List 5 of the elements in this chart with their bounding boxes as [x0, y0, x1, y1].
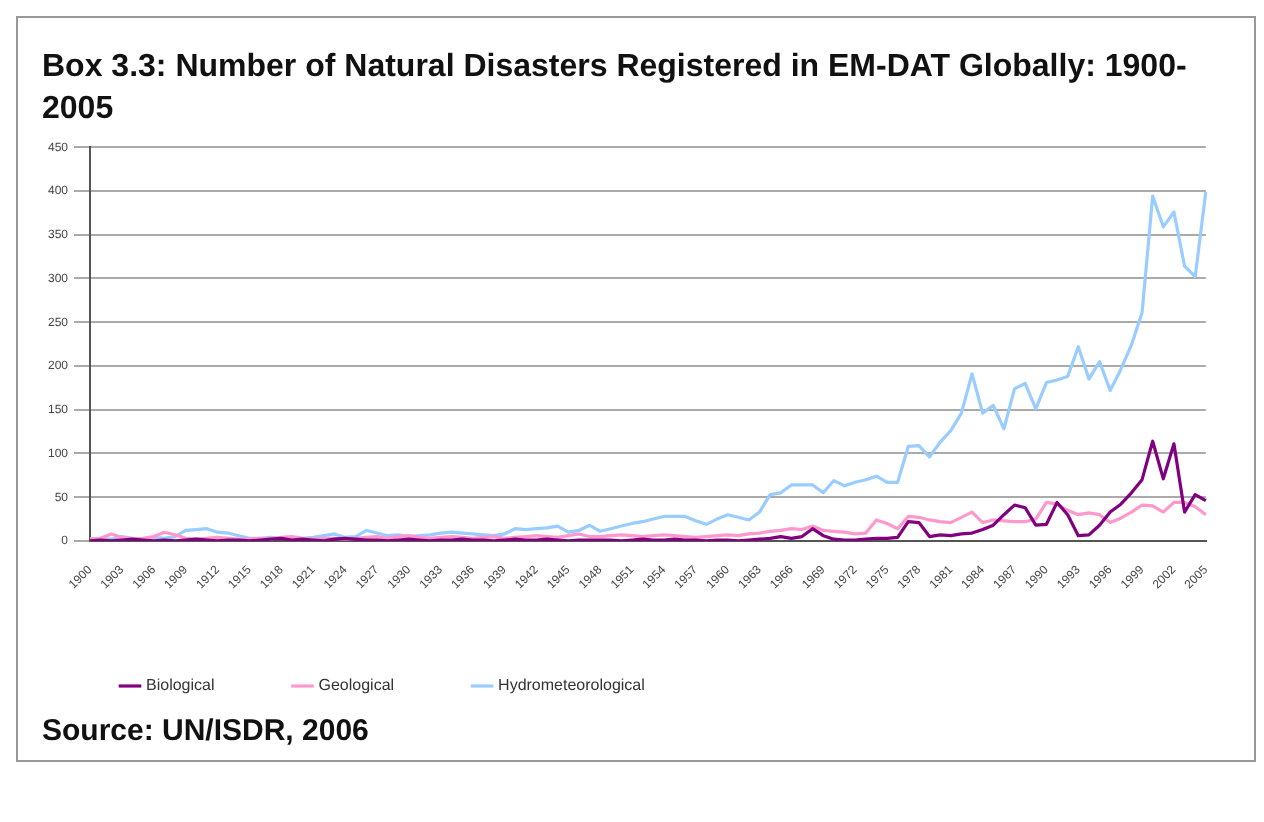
chart-title: Box 3.3: Number of Natural Disasters Registered in EM-DAT Globally: 1900-2005	[42, 48, 1189, 130]
legend-label: Biological	[146, 676, 215, 695]
source-note: Source: UN/ISDR, 2006	[42, 714, 371, 748]
legend-label: Geological	[318, 676, 395, 695]
legend-label: Hydrometeorological	[498, 676, 646, 695]
